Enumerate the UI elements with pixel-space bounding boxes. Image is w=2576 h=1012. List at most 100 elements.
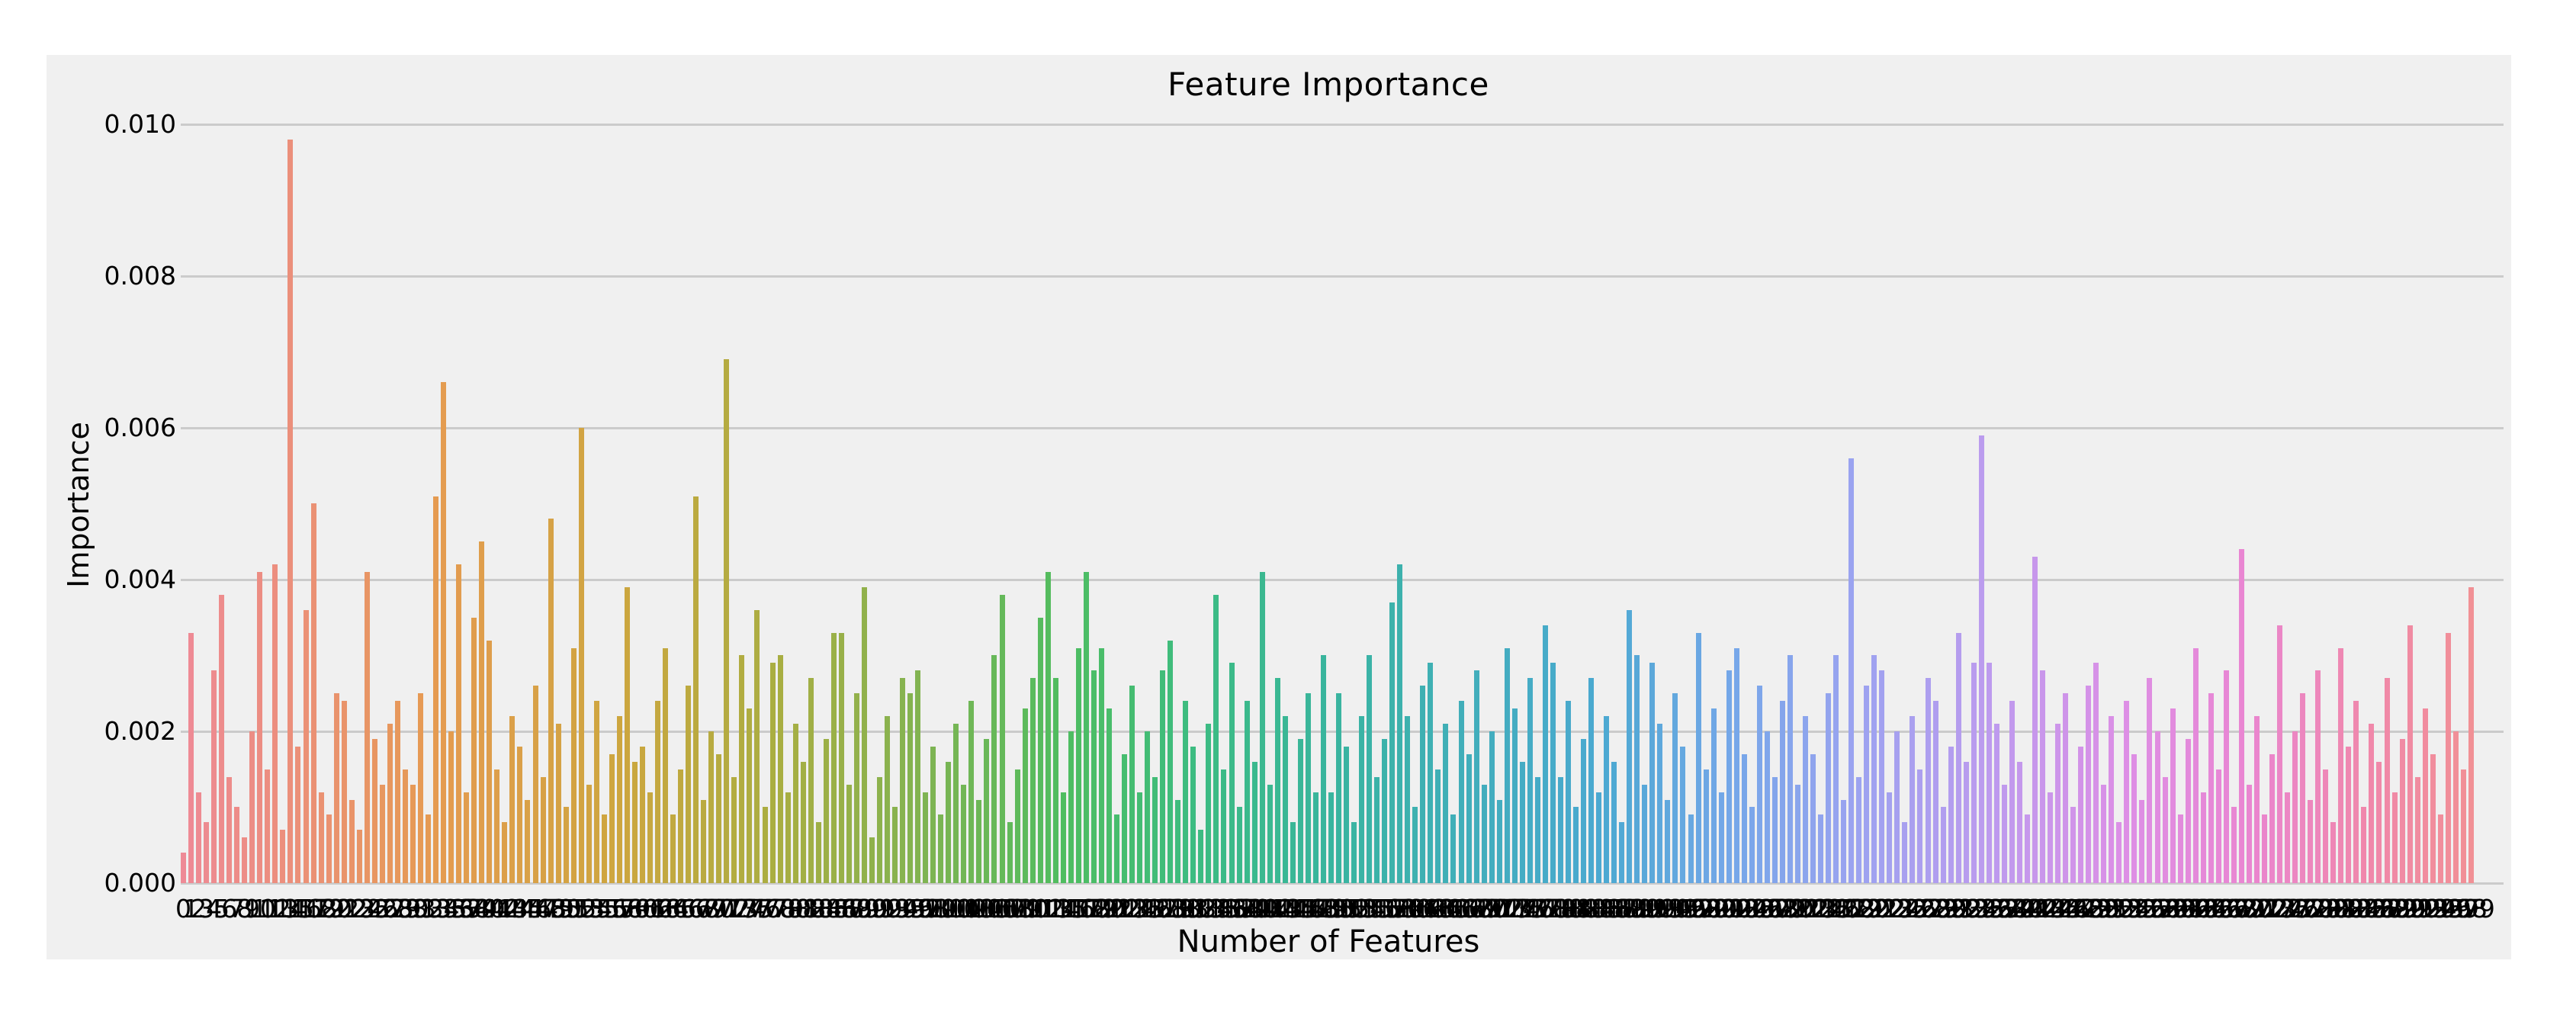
bar <box>1535 777 1540 883</box>
bar <box>1168 641 1173 883</box>
bar <box>441 382 446 883</box>
x-tick-label: 80 <box>779 894 812 924</box>
x-tick-label: 154 <box>1338 894 1386 924</box>
bar <box>1871 655 1877 883</box>
bar <box>2032 557 2038 883</box>
x-tick-label: 118 <box>1062 894 1110 924</box>
bar <box>533 686 538 883</box>
x-tick-label: 169 <box>1452 894 1501 924</box>
x-tick-label: 218 <box>1827 894 1876 924</box>
x-tick-label: 97 <box>909 894 942 924</box>
bar <box>403 769 408 883</box>
bar <box>1933 701 1938 883</box>
bar <box>387 724 393 883</box>
bar <box>1848 458 1854 883</box>
x-tick-label: 189 <box>1605 894 1654 924</box>
bar <box>2315 670 2321 883</box>
x-tick-label: 199 <box>1681 894 1730 924</box>
x-tick-label: 69 <box>695 894 728 924</box>
x-tick-label: 248 <box>2057 894 2105 924</box>
x-tick-label: 74 <box>733 894 766 924</box>
x-tick-label: 229 <box>1911 894 1960 924</box>
x-tick-label: 222 <box>1858 894 1906 924</box>
bar <box>2262 814 2267 883</box>
x-tick-label: 230 <box>1919 894 1967 924</box>
x-tick-label: 266 <box>2194 894 2243 924</box>
bar <box>188 633 194 883</box>
bar <box>824 739 829 883</box>
x-axis-label: Number of Features <box>1177 924 1480 959</box>
bar <box>418 693 423 883</box>
bar <box>2330 822 2336 883</box>
x-tick-label: 139 <box>1222 894 1271 924</box>
x-tick-label: 171 <box>1467 894 1516 924</box>
x-tick-label: 291 <box>2385 894 2434 924</box>
bar <box>801 762 806 883</box>
x-tick-label: 130 <box>1154 894 1203 924</box>
x-tick-label: 152 <box>1322 894 1371 924</box>
x-tick-label: 105 <box>962 894 1011 924</box>
bar <box>1129 686 1135 883</box>
bar <box>2400 739 2405 883</box>
x-tick-label: 112 <box>1016 894 1065 924</box>
x-tick-label: 242 <box>2010 894 2059 924</box>
bar <box>2269 754 2275 883</box>
x-tick-label: 62 <box>641 894 674 924</box>
bar <box>1344 747 1349 883</box>
bar <box>793 724 798 883</box>
x-tick-label: 175 <box>1498 894 1547 924</box>
bar <box>915 670 920 883</box>
x-tick-label: 9 <box>244 894 261 924</box>
bar <box>1642 785 1647 883</box>
x-tick-label: 165 <box>1421 894 1470 924</box>
bar <box>1290 822 1296 883</box>
x-tick-label: 66 <box>672 894 705 924</box>
x-tick-label: 45 <box>511 894 544 924</box>
x-tick-label: 207 <box>1742 894 1791 924</box>
bar <box>1015 769 1020 883</box>
bar <box>2423 708 2428 883</box>
x-tick-label: 263 <box>2171 894 2220 924</box>
x-tick-label: 136 <box>1200 894 1248 924</box>
x-tick-label: 228 <box>1903 894 1952 924</box>
bar <box>594 701 599 883</box>
x-tick-label: 23 <box>343 894 376 924</box>
bar <box>2147 678 2152 883</box>
bar <box>1450 814 1456 883</box>
bar <box>2285 792 2290 883</box>
x-tick-label: 38 <box>458 894 490 924</box>
x-tick-label: 132 <box>1169 894 1218 924</box>
figure-area: Feature Importance 0.000 0.002 0.004 0.006 0… <box>47 55 2511 959</box>
x-tick-label: 290 <box>2378 894 2427 924</box>
x-tick-label: 261 <box>2156 894 2205 924</box>
x-tick-label: 192 <box>1628 894 1677 924</box>
bar <box>2385 678 2390 883</box>
bar <box>219 595 224 883</box>
bar <box>693 496 699 883</box>
bar <box>2231 807 2237 883</box>
bar <box>487 641 492 883</box>
x-tick-label: 95 <box>894 894 927 924</box>
bar <box>1665 800 1670 883</box>
bar <box>295 747 300 883</box>
bar <box>2070 807 2076 883</box>
bar <box>471 618 477 883</box>
bar <box>1956 633 1961 883</box>
x-tick-label: 201 <box>1697 894 1746 924</box>
x-tick-label: 137 <box>1207 894 1256 924</box>
bar <box>763 807 768 883</box>
x-tick-label: 244 <box>2026 894 2075 924</box>
x-tick-label: 55 <box>588 894 621 924</box>
bar <box>731 777 737 883</box>
x-tick-label: 16 <box>290 894 323 924</box>
x-tick-label: 271 <box>2232 894 2281 924</box>
x-tick-label: 255 <box>2110 894 2159 924</box>
x-tick-label: 1 <box>183 894 200 924</box>
bar <box>1252 762 1257 883</box>
y-tick-label: 0.002 <box>104 716 176 746</box>
bar <box>2163 777 2168 883</box>
x-tick-label: 127 <box>1131 894 1180 924</box>
x-tick-label: 89 <box>848 894 881 924</box>
bar <box>1412 807 1418 883</box>
